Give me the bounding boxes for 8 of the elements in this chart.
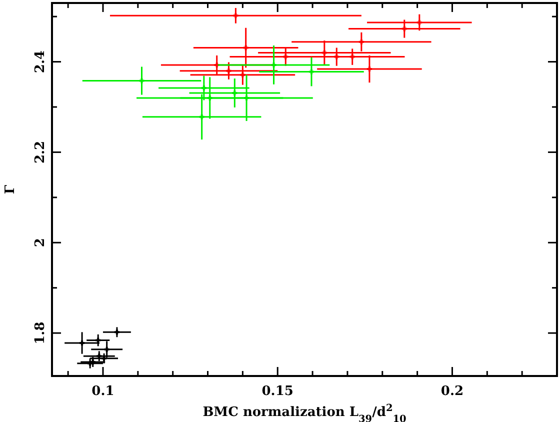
x-tick-label: 0.2 <box>440 384 464 399</box>
y-tick-label: 2 <box>33 238 48 248</box>
x-tick-label: 0.1 <box>92 384 114 399</box>
y-tick-label: 2.4 <box>33 50 48 74</box>
x-tick-label: 0.15 <box>262 384 294 399</box>
y-tick-label: 2.2 <box>33 140 48 164</box>
y-axis-title: Γ <box>3 184 18 194</box>
y-tick-label: 1.8 <box>33 322 48 344</box>
